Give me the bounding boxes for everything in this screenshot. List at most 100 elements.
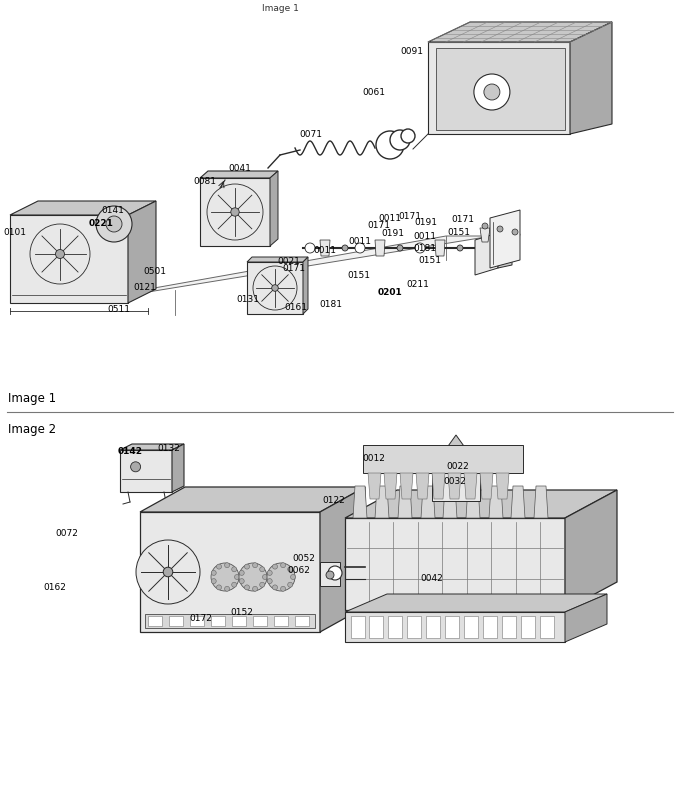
Polygon shape — [120, 444, 184, 450]
Text: 0011: 0011 — [413, 232, 436, 241]
Text: 0171: 0171 — [367, 221, 390, 230]
Text: 0011: 0011 — [313, 246, 336, 255]
Polygon shape — [428, 42, 570, 134]
Bar — [540, 616, 554, 638]
Polygon shape — [345, 490, 617, 518]
Circle shape — [288, 567, 292, 572]
Polygon shape — [464, 473, 477, 499]
Polygon shape — [534, 486, 548, 518]
Bar — [247, 262, 303, 314]
Circle shape — [484, 84, 500, 100]
Circle shape — [290, 574, 296, 580]
Polygon shape — [510, 234, 520, 248]
Polygon shape — [375, 240, 385, 256]
Bar — [274, 616, 288, 626]
Text: Image 1: Image 1 — [262, 4, 299, 13]
Polygon shape — [448, 473, 461, 499]
Circle shape — [131, 462, 141, 472]
Text: 0151: 0151 — [418, 256, 441, 265]
Circle shape — [211, 563, 239, 591]
Polygon shape — [511, 486, 525, 518]
Polygon shape — [140, 487, 365, 512]
Circle shape — [96, 206, 132, 242]
Text: 0052: 0052 — [292, 554, 315, 563]
Circle shape — [474, 74, 510, 110]
Text: 0011: 0011 — [348, 237, 371, 246]
Polygon shape — [565, 490, 617, 610]
Circle shape — [497, 226, 503, 232]
Text: 0091: 0091 — [400, 47, 423, 56]
Text: 0022: 0022 — [446, 462, 469, 471]
Circle shape — [267, 570, 272, 575]
Circle shape — [281, 586, 286, 591]
Circle shape — [262, 574, 267, 580]
Bar — [140, 512, 320, 632]
Circle shape — [136, 540, 200, 604]
Circle shape — [288, 582, 292, 587]
Polygon shape — [143, 236, 492, 292]
Text: Image 1: Image 1 — [8, 392, 56, 405]
Circle shape — [390, 130, 410, 150]
Circle shape — [401, 129, 415, 143]
Polygon shape — [400, 473, 413, 499]
Bar — [426, 616, 440, 638]
Text: 0122: 0122 — [322, 496, 345, 505]
Circle shape — [281, 563, 286, 568]
Circle shape — [342, 245, 348, 251]
Text: 0041: 0041 — [228, 164, 251, 173]
Bar — [502, 616, 516, 638]
Polygon shape — [384, 473, 397, 499]
Polygon shape — [432, 463, 480, 501]
Text: 0151: 0151 — [347, 271, 370, 280]
Circle shape — [211, 578, 216, 584]
Text: 0171: 0171 — [451, 215, 474, 224]
Circle shape — [239, 570, 244, 575]
Text: 0042: 0042 — [420, 574, 443, 583]
Circle shape — [482, 223, 488, 229]
Polygon shape — [421, 486, 435, 518]
Bar — [120, 450, 172, 492]
Bar — [388, 616, 402, 638]
Polygon shape — [570, 22, 612, 134]
Bar — [211, 616, 225, 626]
Text: 0161: 0161 — [284, 303, 307, 312]
Polygon shape — [498, 230, 512, 268]
Text: 0011: 0011 — [378, 214, 401, 223]
Text: 0021: 0021 — [277, 257, 300, 266]
Polygon shape — [375, 486, 389, 518]
Circle shape — [56, 249, 65, 258]
Bar — [145, 614, 315, 628]
Text: 0191: 0191 — [414, 218, 437, 227]
Circle shape — [106, 216, 122, 232]
Text: 0072: 0072 — [55, 529, 78, 538]
Circle shape — [30, 224, 90, 284]
Circle shape — [207, 184, 263, 240]
Text: 0131: 0131 — [236, 295, 259, 304]
Circle shape — [211, 570, 216, 575]
Bar — [320, 562, 340, 586]
Bar — [148, 616, 162, 626]
Bar — [351, 616, 365, 638]
Text: 0121: 0121 — [133, 283, 156, 292]
Polygon shape — [443, 486, 457, 518]
Text: Image 2: Image 2 — [8, 423, 56, 436]
Bar — [190, 616, 204, 626]
Bar — [345, 612, 565, 642]
Text: 0171: 0171 — [398, 212, 421, 221]
Bar — [232, 616, 246, 626]
Circle shape — [267, 578, 272, 584]
Bar — [169, 616, 183, 626]
Text: 0101: 0101 — [3, 228, 26, 237]
Circle shape — [231, 208, 239, 217]
Circle shape — [224, 563, 230, 568]
Circle shape — [457, 245, 463, 251]
Polygon shape — [466, 486, 480, 518]
Text: 0061: 0061 — [362, 88, 385, 97]
Circle shape — [239, 578, 244, 584]
Text: 0181: 0181 — [413, 244, 436, 253]
Text: 0142: 0142 — [118, 447, 143, 456]
Polygon shape — [480, 473, 493, 499]
Circle shape — [328, 566, 342, 580]
Text: 0181: 0181 — [319, 300, 342, 309]
Circle shape — [239, 563, 267, 591]
